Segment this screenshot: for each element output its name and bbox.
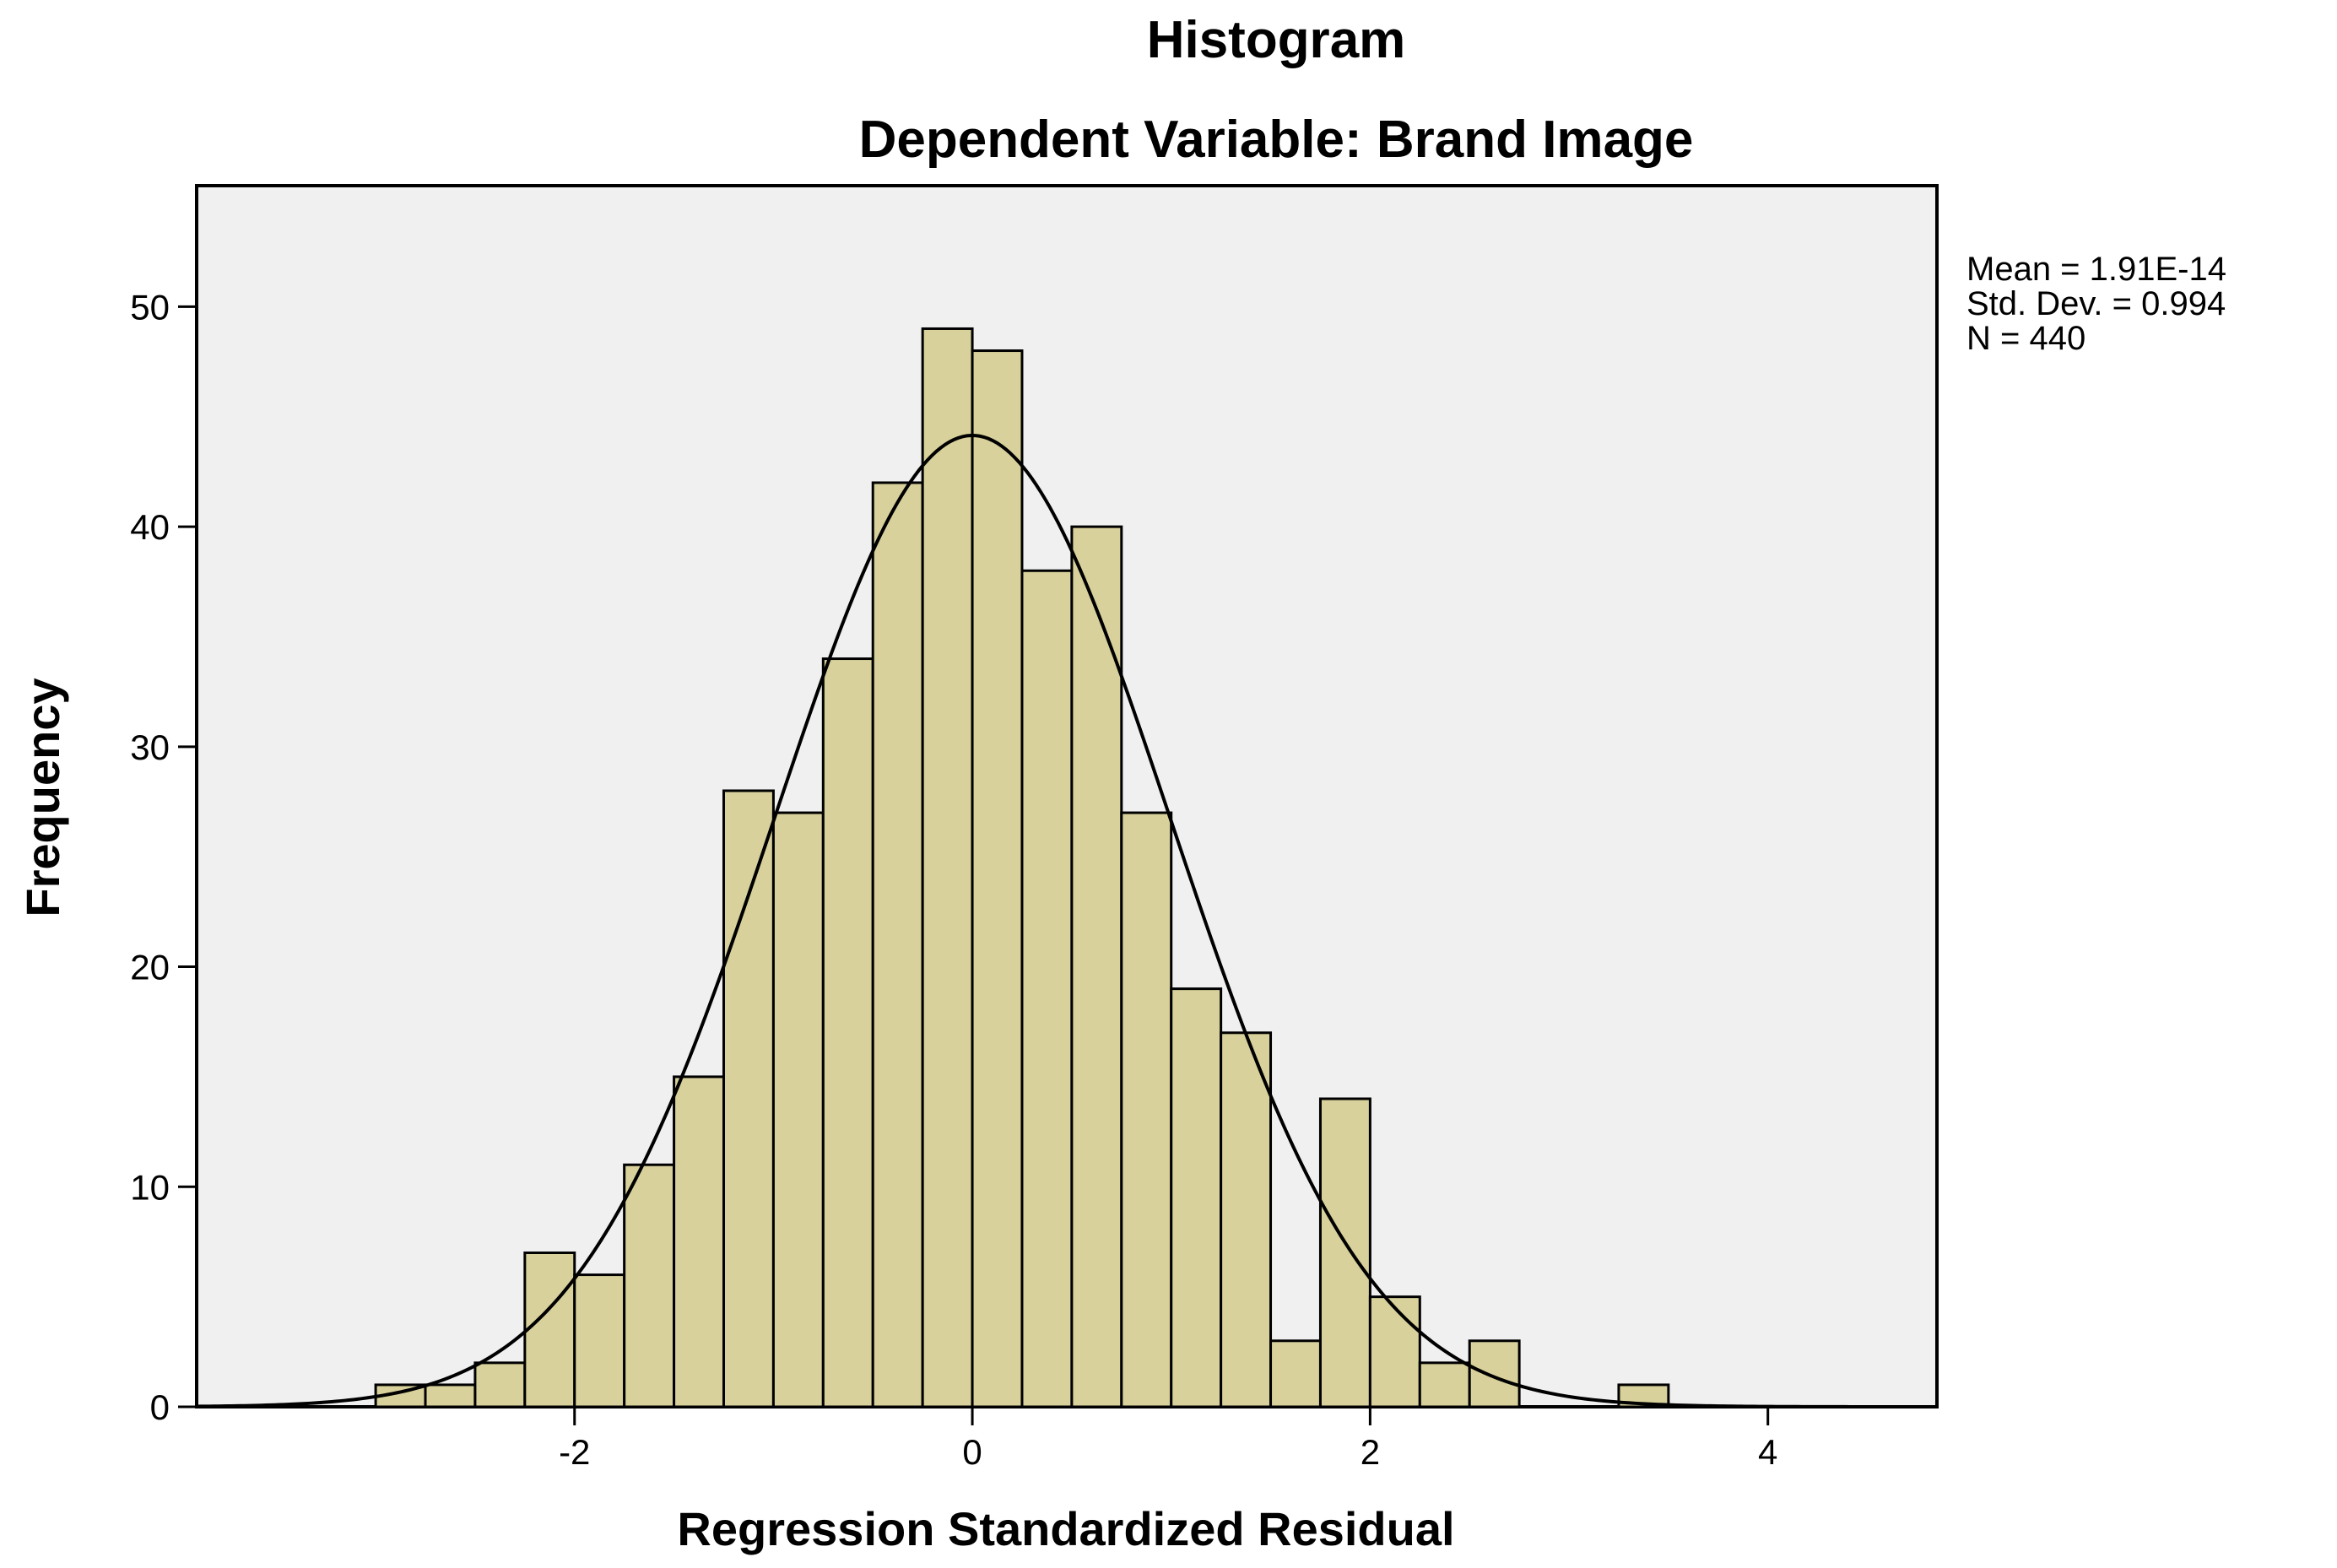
x-tick-label-0: 0	[962, 1432, 982, 1472]
histogram-bar-4	[573, 1273, 626, 1408]
histogram-bars	[374, 327, 1670, 1408]
x-axis-label: Regression Standardized Residual	[677, 1502, 1454, 1555]
y-axis: 0 10 20 30 40 50	[130, 287, 197, 1427]
x-axis: -2 0 2 4	[559, 1407, 1777, 1472]
stats-mean: Mean = 1.91E-14	[1966, 251, 2226, 288]
y-tick-label-40: 40	[130, 507, 170, 547]
histogram-bar-14	[1070, 525, 1123, 1408]
y-tick-label-50: 50	[130, 287, 170, 327]
histogram-bar-8	[771, 811, 825, 1408]
histogram-bar-17	[1220, 1031, 1273, 1408]
histogram-bar-16	[1170, 987, 1223, 1408]
histogram-bar-7	[722, 789, 775, 1408]
histogram-bar-6	[673, 1075, 725, 1408]
histogram-bar-10	[871, 481, 924, 1408]
histogram-bar-19	[1318, 1097, 1371, 1408]
y-tick-label-0: 0	[150, 1387, 170, 1427]
histogram-bar-15	[1120, 811, 1173, 1408]
y-axis-label: Frequency	[16, 678, 69, 916]
histogram-bar-3	[523, 1251, 576, 1408]
histogram-bar-1	[424, 1383, 477, 1408]
y-tick-label-20: 20	[130, 948, 170, 987]
histogram-bar-22	[1468, 1339, 1521, 1408]
stats-std-dev: Std. Dev. = 0.994	[1966, 285, 2226, 322]
x-tick-label-4: 4	[1758, 1432, 1777, 1472]
histogram-bar-11	[921, 327, 974, 1408]
histogram-bar-20	[1368, 1295, 1421, 1408]
histogram-bar-12	[971, 349, 1024, 1408]
stats-n: N = 440	[1966, 320, 2085, 357]
normal-curve	[196, 433, 1937, 1408]
x-tick-label--2: -2	[559, 1432, 590, 1472]
histogram-bar-21	[1418, 1361, 1471, 1408]
chart-subtitle: Dependent Variable: Brand Image	[859, 111, 1694, 169]
histogram-bar-13	[1020, 569, 1074, 1408]
y-tick-label-30: 30	[130, 727, 170, 767]
summary-stats: Mean = 1.91E-14 Std. Dev. = 0.994 N = 44…	[1966, 251, 2226, 357]
histogram-bar-2	[473, 1361, 527, 1408]
y-tick-label-10: 10	[130, 1167, 170, 1207]
histogram-bar-18	[1269, 1339, 1322, 1408]
x-tick-label-2: 2	[1361, 1432, 1380, 1472]
chart-title: Histogram	[1147, 11, 1406, 69]
histogram-bar-9	[821, 657, 874, 1408]
histogram-bar-5	[623, 1163, 676, 1408]
